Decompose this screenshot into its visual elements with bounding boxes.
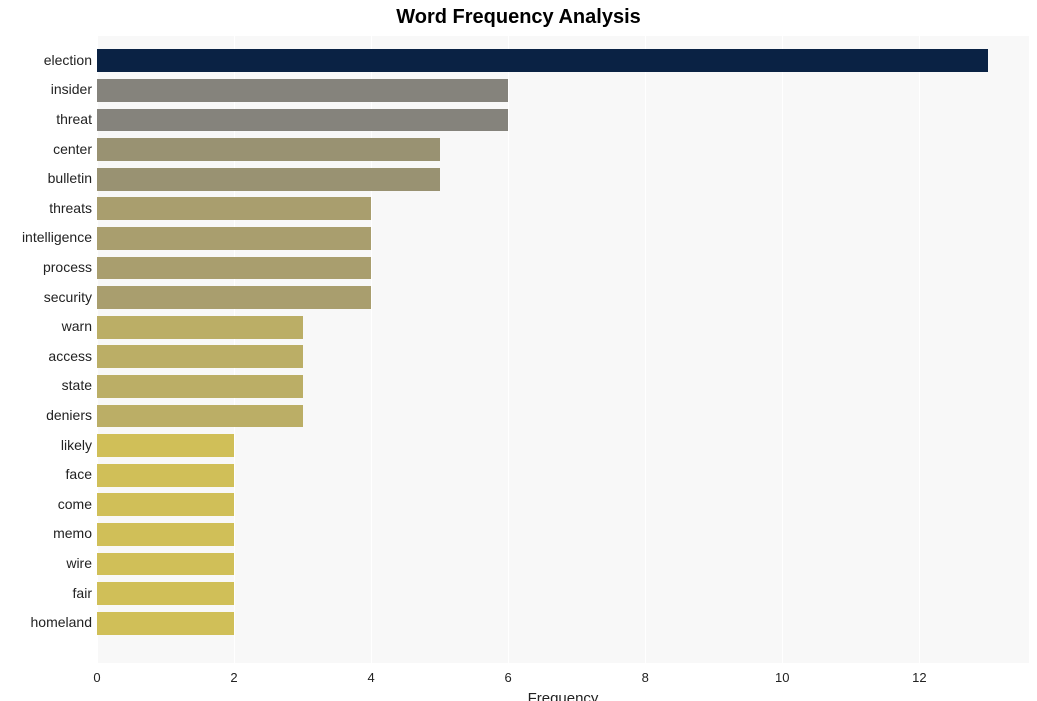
y-tick-label: deniers xyxy=(46,407,92,423)
bar xyxy=(97,227,371,250)
y-tick-label: access xyxy=(48,348,92,364)
plot-area: 024681012 Frequency xyxy=(97,36,1029,663)
gridline xyxy=(782,36,783,663)
chart-container: Word Frequency Analysis 024681012 Freque… xyxy=(0,0,1037,701)
gridline xyxy=(508,36,509,663)
bar xyxy=(97,49,988,72)
bar xyxy=(97,345,303,368)
gridline xyxy=(645,36,646,663)
bar xyxy=(97,316,303,339)
bar xyxy=(97,138,440,161)
y-tick-label: fair xyxy=(73,585,92,601)
bar xyxy=(97,257,371,280)
bar xyxy=(97,434,234,457)
bar xyxy=(97,612,234,635)
x-tick-label: 2 xyxy=(230,670,237,685)
y-tick-label: wire xyxy=(66,555,92,571)
x-tick-label: 0 xyxy=(93,670,100,685)
y-tick-label: likely xyxy=(61,437,92,453)
y-tick-label: election xyxy=(44,52,92,68)
y-tick-label: threat xyxy=(56,111,92,127)
bar xyxy=(97,582,234,605)
y-tick-label: threats xyxy=(49,200,92,216)
y-tick-label: face xyxy=(66,466,92,482)
y-tick-label: intelligence xyxy=(22,229,92,245)
bar xyxy=(97,553,234,576)
x-tick-label: 10 xyxy=(775,670,789,685)
bar xyxy=(97,109,508,132)
y-tick-label: bulletin xyxy=(48,170,92,186)
y-tick-label: security xyxy=(44,289,92,305)
x-tick-label: 8 xyxy=(642,670,649,685)
bar xyxy=(97,286,371,309)
y-tick-label: process xyxy=(43,259,92,275)
x-tick-label: 4 xyxy=(367,670,374,685)
gridline xyxy=(919,36,920,663)
bar xyxy=(97,405,303,428)
bar xyxy=(97,79,508,102)
y-tick-label: center xyxy=(53,141,92,157)
chart-title: Word Frequency Analysis xyxy=(0,6,1037,29)
x-tick-label: 6 xyxy=(505,670,512,685)
bar xyxy=(97,168,440,191)
y-tick-label: state xyxy=(62,377,92,393)
y-tick-label: homeland xyxy=(31,614,93,630)
y-tick-label: memo xyxy=(53,525,92,541)
bar xyxy=(97,464,234,487)
x-tick-label: 12 xyxy=(912,670,926,685)
y-tick-label: warn xyxy=(62,318,92,334)
y-tick-label: insider xyxy=(51,81,92,97)
bar xyxy=(97,375,303,398)
y-tick-label: come xyxy=(58,496,92,512)
bar xyxy=(97,197,371,220)
bar xyxy=(97,493,234,516)
bar xyxy=(97,523,234,546)
x-axis-title: Frequency xyxy=(528,690,599,701)
